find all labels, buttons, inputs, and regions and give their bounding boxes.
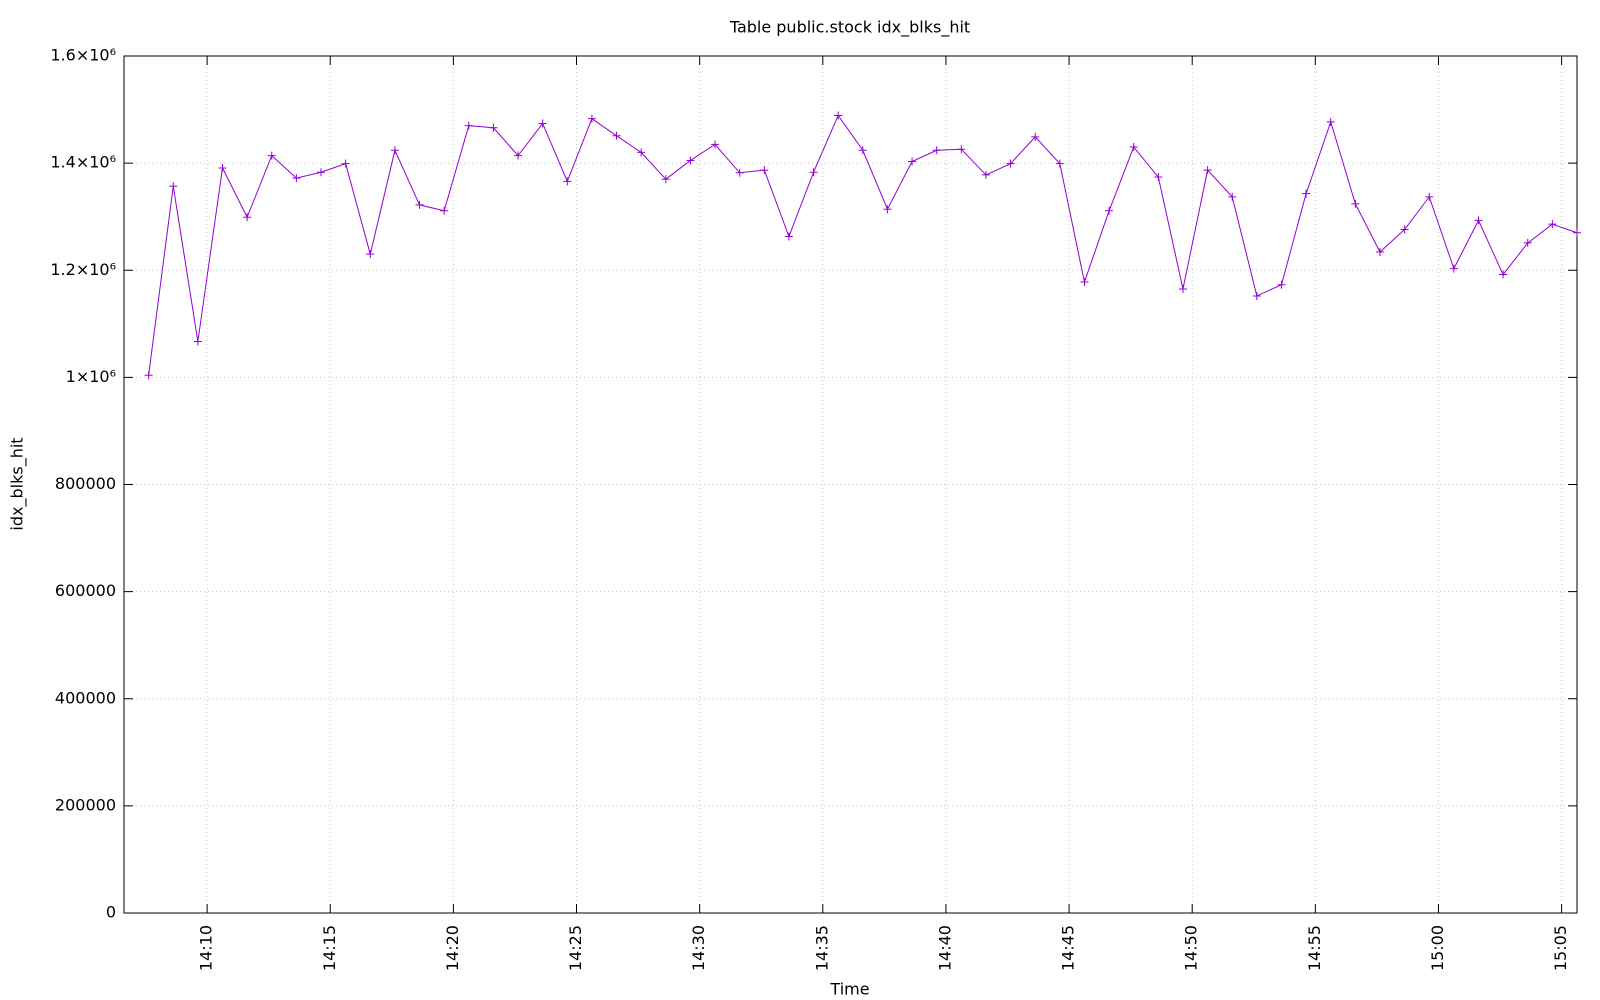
y-tick-label: 200000 <box>55 795 116 814</box>
data-point <box>932 146 941 155</box>
data-point <box>1277 280 1286 289</box>
data-point <box>760 166 769 175</box>
data-point <box>637 148 646 157</box>
x-tick-label: 14:20 <box>443 925 462 971</box>
x-tick-label: 14:10 <box>197 925 216 971</box>
y-axis-label: idx_blks_hit <box>8 437 28 530</box>
data-point <box>366 250 375 259</box>
data-point <box>1203 166 1212 175</box>
y-tick-label: 1.6×10⁶ <box>50 46 116 65</box>
data-point <box>1031 132 1040 141</box>
data-point <box>711 140 720 149</box>
data-point <box>1326 117 1335 126</box>
data-point <box>169 182 178 191</box>
x-tick-label: 14:15 <box>320 925 339 971</box>
x-tick-label: 14:35 <box>812 925 831 971</box>
data-point <box>538 119 547 128</box>
data-point <box>1302 189 1311 198</box>
data-point <box>858 146 867 155</box>
data-point <box>1351 199 1360 208</box>
data-point <box>1499 270 1508 279</box>
data-point <box>415 200 424 209</box>
data-point <box>218 163 227 172</box>
data-point <box>908 157 917 166</box>
data-point <box>735 168 744 177</box>
data-point <box>883 205 892 214</box>
data-point <box>1375 248 1384 257</box>
x-tick-label: 14:30 <box>689 925 708 971</box>
data-point <box>1573 228 1581 237</box>
data-point <box>489 123 498 132</box>
data-point <box>1080 278 1089 287</box>
data-point <box>267 151 276 160</box>
y-tick-label: 0 <box>106 903 116 922</box>
data-point <box>784 232 793 241</box>
data-point <box>1228 192 1237 201</box>
data-point <box>464 121 473 130</box>
data-point <box>341 159 350 168</box>
data-point <box>686 156 695 165</box>
data-point <box>1178 284 1187 293</box>
data-point <box>563 177 572 186</box>
data-point <box>957 145 966 154</box>
data-point <box>661 175 670 184</box>
x-axis-label: Time <box>829 980 869 999</box>
data-point <box>317 168 326 177</box>
data-point <box>612 131 621 140</box>
data-point <box>1252 291 1261 300</box>
data-point <box>1154 173 1163 182</box>
x-tick-label: 14:25 <box>566 925 585 971</box>
data-point <box>1449 264 1458 273</box>
chart-title: Table public.stock idx_blks_hit <box>729 18 970 38</box>
x-tick-label: 14:55 <box>1305 925 1324 971</box>
data-point <box>440 206 449 215</box>
data-point <box>834 111 843 120</box>
plot-frame <box>123 55 1578 914</box>
data-point <box>1105 206 1114 215</box>
x-tick-label: 14:40 <box>935 925 954 971</box>
data-point <box>390 146 399 155</box>
data-point <box>1129 143 1138 152</box>
data-point <box>1425 192 1434 201</box>
data-line <box>148 114 1578 376</box>
data-point <box>514 151 523 160</box>
data-point <box>1006 159 1015 168</box>
data-point <box>1400 225 1409 234</box>
y-tick-label: 1×10⁶ <box>66 367 116 386</box>
data-point <box>809 168 818 177</box>
data-point <box>587 114 596 123</box>
data-point <box>193 337 202 346</box>
x-tick-label: 15:00 <box>1428 925 1447 971</box>
x-tick-label: 14:45 <box>1059 925 1078 971</box>
x-tick-label: 14:50 <box>1182 925 1201 971</box>
data-point <box>144 371 153 380</box>
y-tick-label: 600000 <box>55 581 116 600</box>
y-tick-label: 1.2×10⁶ <box>50 260 116 279</box>
y-tick-label: 400000 <box>55 688 116 707</box>
x-tick-label: 15:05 <box>1551 925 1570 971</box>
y-tick-label: 800000 <box>55 474 116 493</box>
data-point <box>1474 216 1483 225</box>
data-point <box>243 213 252 222</box>
data-point <box>1523 238 1532 247</box>
data-point <box>1548 220 1557 229</box>
data-point <box>292 174 301 183</box>
y-tick-label: 1.4×10⁶ <box>50 153 116 172</box>
data-point <box>1055 159 1064 168</box>
data-point <box>981 170 990 179</box>
